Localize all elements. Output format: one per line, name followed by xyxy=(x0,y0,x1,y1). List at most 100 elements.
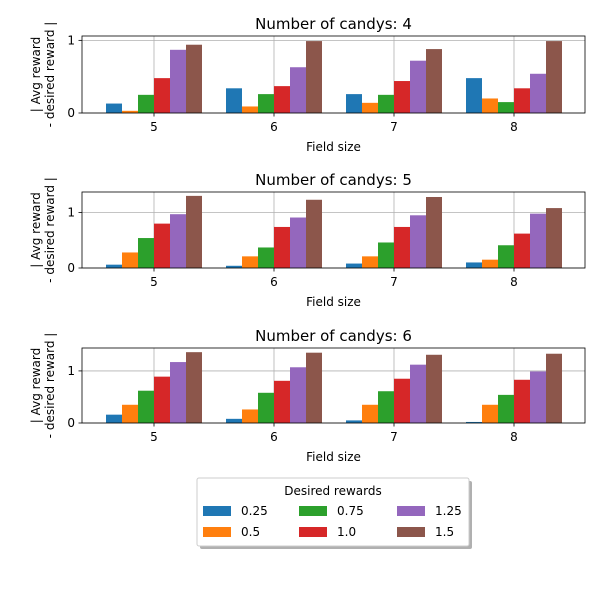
y-tick-label: 1 xyxy=(67,33,75,47)
bar-0.5-fs8 xyxy=(482,259,498,268)
x-axis-label: Field size xyxy=(306,295,361,309)
x-axis-label: Field size xyxy=(306,450,361,464)
bar-1.25-fs8 xyxy=(530,371,546,423)
bar-0.5-fs7 xyxy=(362,256,378,268)
x-tick-label: 8 xyxy=(510,430,518,444)
bar-1.0-fs6 xyxy=(274,86,290,113)
bar-1.0-fs8 xyxy=(514,233,530,268)
legend: Desired rewards 0.25 0.5 0.75 1.0 1.25 1.5 xyxy=(196,477,472,549)
bar-1.25-fs7 xyxy=(410,364,426,423)
bar-0.25-fs6 xyxy=(226,88,242,113)
y-tick-label: 1 xyxy=(67,364,75,378)
legend-label: 0.25 xyxy=(241,504,268,518)
bar-0.5-fs7 xyxy=(362,404,378,423)
bar-0.75-fs8 xyxy=(498,245,514,268)
y-tick-label: 0 xyxy=(67,106,75,120)
y-axis-label: | Avg reward- desired reward | xyxy=(29,177,57,283)
subplot-title: Number of candys: 5 xyxy=(255,171,412,189)
bar-0.75-fs7 xyxy=(378,94,394,113)
bar-1.0-fs7 xyxy=(394,226,410,268)
axes-frame xyxy=(81,191,586,269)
y-tick-label: 0 xyxy=(67,416,75,430)
legend-label: 1.5 xyxy=(435,525,454,539)
bar-1.5-fs6 xyxy=(306,352,322,423)
x-tick-label: 6 xyxy=(270,430,278,444)
bar-1.5-fs7 xyxy=(426,196,442,268)
legend-label: 0.75 xyxy=(337,504,364,518)
x-tick-label: 6 xyxy=(270,120,278,134)
bar-0.5-fs8 xyxy=(482,404,498,423)
x-tick-label: 7 xyxy=(390,275,398,289)
bar-1.5-fs7 xyxy=(426,354,442,423)
bar-0.5-fs5 xyxy=(122,110,138,113)
y-axis-label: | Avg reward- desired reward | xyxy=(29,22,57,128)
bar-1.0-fs5 xyxy=(154,78,170,113)
bar-0.75-fs7 xyxy=(378,242,394,268)
x-tick-label: 5 xyxy=(150,430,158,444)
bar-0.75-fs6 xyxy=(258,392,274,423)
bar-1.5-fs6 xyxy=(306,41,322,114)
bar-0.5-fs6 xyxy=(242,256,258,268)
y-axis-label-line: | Avg reward xyxy=(29,37,43,112)
x-tick-label: 8 xyxy=(510,120,518,134)
bar-0.25-fs5 xyxy=(106,414,122,423)
bar-1.25-fs8 xyxy=(530,213,546,268)
subplot-2: 5 6 7 8 0 1 Number of candys: 5 Field size | Avg… xyxy=(29,171,586,309)
bar-1.0-fs7 xyxy=(394,378,410,423)
axes-frame xyxy=(81,347,586,424)
bar-0.75-fs5 xyxy=(138,94,154,113)
x-tick-label: 5 xyxy=(150,120,158,134)
bar-0.5-fs6 xyxy=(242,106,258,113)
bar-1.5-fs7 xyxy=(426,49,442,113)
bar-1.25-fs6 xyxy=(290,67,306,113)
bar-1.0-fs5 xyxy=(154,223,170,268)
bar-1.5-fs6 xyxy=(306,199,322,268)
bar-0.5-fs8 xyxy=(482,98,498,113)
bar-0.75-fs5 xyxy=(138,390,154,423)
bar-1.0-fs6 xyxy=(274,380,290,423)
y-tick-label: 0 xyxy=(67,261,75,275)
bar-0.25-fs8 xyxy=(466,262,482,268)
bar-1.5-fs5 xyxy=(186,352,202,423)
legend-swatch-1.25 xyxy=(397,506,425,516)
bar-1.0-fs8 xyxy=(514,88,530,113)
bar-1.0-fs8 xyxy=(514,379,530,423)
bar-1.5-fs8 xyxy=(546,353,562,423)
bar-0.75-fs7 xyxy=(378,391,394,423)
bar-0.5-fs5 xyxy=(122,252,138,268)
y-axis-label-line: - desired reward | xyxy=(43,22,57,128)
bar-1.25-fs6 xyxy=(290,217,306,268)
bar-0.25-fs8 xyxy=(466,421,482,423)
bar-1.0-fs7 xyxy=(394,81,410,113)
bar-1.25-fs5 xyxy=(170,362,186,423)
bar-0.5-fs6 xyxy=(242,409,258,423)
bar-0.25-fs6 xyxy=(226,418,242,423)
y-axis-label-line: | Avg reward xyxy=(29,348,43,423)
bar-0.75-fs6 xyxy=(258,247,274,268)
legend-title: Desired rewards xyxy=(284,484,382,498)
bar-0.25-fs8 xyxy=(466,78,482,113)
bar-1.25-fs5 xyxy=(170,214,186,268)
bar-0.75-fs5 xyxy=(138,238,154,268)
bar-1.25-fs6 xyxy=(290,367,306,423)
bar-1.5-fs5 xyxy=(186,195,202,268)
x-tick-label: 5 xyxy=(150,275,158,289)
x-axis-label: Field size xyxy=(306,140,361,154)
x-tick-label: 7 xyxy=(390,430,398,444)
subplot-title: Number of candys: 6 xyxy=(255,327,412,345)
legend-swatch-0.75 xyxy=(299,506,327,516)
y-tick-label: 1 xyxy=(67,206,75,220)
x-tick-label: 8 xyxy=(510,275,518,289)
x-tick-label: 7 xyxy=(390,120,398,134)
bar-1.25-fs7 xyxy=(410,60,426,113)
bar-1.0-fs5 xyxy=(154,376,170,423)
x-tick-label: 6 xyxy=(270,275,278,289)
bar-1.5-fs8 xyxy=(546,208,562,268)
legend-swatch-0.5 xyxy=(203,527,231,537)
bar-0.25-fs5 xyxy=(106,103,122,113)
bar-0.75-fs8 xyxy=(498,394,514,423)
bar-0.25-fs6 xyxy=(226,265,242,268)
subplot-3: 5 6 7 8 0 1 Number of candys: 6 Field size | Avg… xyxy=(29,327,586,464)
bar-1.25-fs5 xyxy=(170,49,186,113)
legend-label: 1.25 xyxy=(435,504,462,518)
